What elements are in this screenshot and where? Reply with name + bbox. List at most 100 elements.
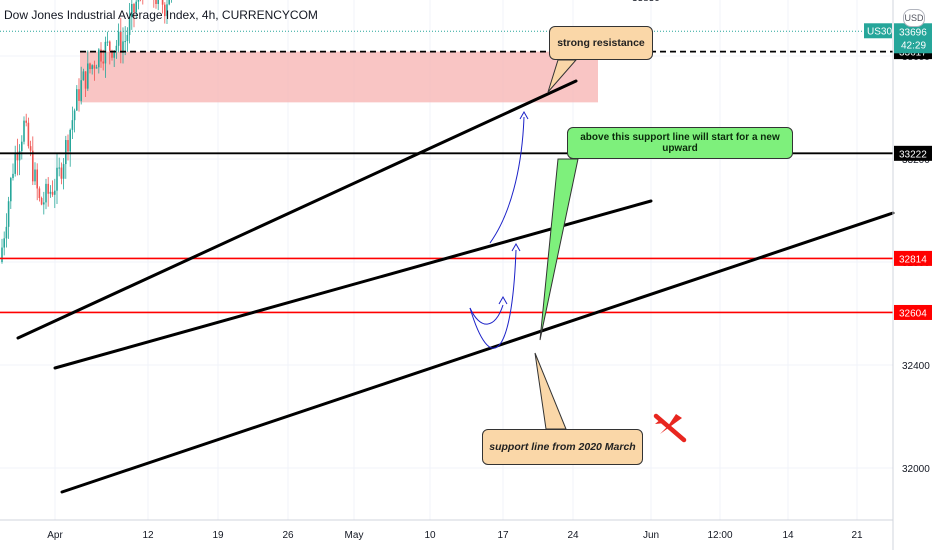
current-price-value: 33696 <box>899 27 927 38</box>
candle-body <box>168 0 170 5</box>
chart-title: Dow Jones Industrial Average Index, 4h, … <box>4 8 318 22</box>
arrow-curve <box>469 249 517 349</box>
candle-body <box>131 4 133 18</box>
candle-body <box>133 4 135 13</box>
candle-body <box>47 183 49 194</box>
candle-body <box>135 1 137 13</box>
trend-line <box>60 211 895 494</box>
arrow-curve <box>489 116 525 244</box>
candle-body <box>98 49 100 68</box>
candle-body <box>91 65 93 70</box>
candle-body <box>87 63 89 89</box>
x-tick-label: 24 <box>567 530 579 541</box>
candle-body <box>23 120 25 142</box>
plane-tail <box>655 419 665 424</box>
symbol-label: US30 <box>867 26 892 37</box>
candle-body <box>65 140 67 165</box>
zone-rect <box>80 51 598 103</box>
level-label: 33830 <box>632 0 660 4</box>
x-tick-label: 19 <box>212 530 224 541</box>
candle-body <box>38 188 41 199</box>
candle-body <box>106 41 109 43</box>
x-tick-label: 26 <box>282 530 294 541</box>
symbol-badge <box>864 23 892 39</box>
candle-body <box>36 169 38 189</box>
callout-strong-resistance: strong resistance <box>549 26 653 60</box>
candle-body <box>76 89 78 111</box>
candle-body <box>56 167 58 191</box>
candles <box>1 0 172 264</box>
x-tick-label: 17 <box>497 530 509 541</box>
candle-body <box>104 41 107 64</box>
candle-body <box>18 150 21 161</box>
candle-body <box>166 4 168 17</box>
candle-body <box>7 201 10 227</box>
candle-body <box>164 4 166 17</box>
candle-body <box>14 153 16 174</box>
pointer-above-support <box>539 158 579 341</box>
candle-body <box>40 198 43 205</box>
arrow-head <box>519 110 529 120</box>
candle-body <box>124 41 126 43</box>
candle-body <box>95 67 98 69</box>
candle-body <box>113 50 115 58</box>
x-tick-label: May <box>345 530 364 541</box>
x-tick-label: 21 <box>851 530 863 541</box>
candle-body <box>12 173 14 179</box>
x-tick-label: 12 <box>142 530 154 541</box>
candle-body <box>161 0 164 5</box>
candle-body <box>126 34 129 42</box>
candle-body <box>29 146 32 151</box>
candle-body <box>69 129 71 152</box>
candle-body <box>89 63 91 70</box>
candle-body <box>78 89 80 101</box>
candle-body <box>102 61 104 64</box>
price-badge-text: 32814 <box>899 254 927 265</box>
candle-body <box>157 0 159 5</box>
candle-body <box>71 120 74 130</box>
candle-body <box>27 122 30 147</box>
x-tick-label: 10 <box>424 530 436 541</box>
candle-body <box>120 31 122 54</box>
price-badge-bg <box>894 304 932 320</box>
trend-line <box>16 79 578 340</box>
candle-body <box>45 183 47 203</box>
candle-body <box>117 31 120 46</box>
candle-body <box>128 17 131 35</box>
candle-body <box>10 178 12 202</box>
y-tick-label: 32400 <box>902 361 930 372</box>
price-badge-text: 32604 <box>899 308 927 319</box>
candle-body <box>58 167 60 169</box>
candle-body <box>82 71 85 81</box>
countdown: 42:29 <box>901 40 926 51</box>
candle-body <box>109 41 111 51</box>
candle-body <box>62 164 65 179</box>
projection-arrows <box>469 110 529 349</box>
x-tick-label: 12:00 <box>707 530 732 541</box>
price-badge-text: 33222 <box>899 149 927 160</box>
candle-body <box>51 191 54 195</box>
candle-body <box>54 190 56 195</box>
callout-support-2020: support line from 2020 March <box>482 429 643 465</box>
candle-body <box>49 191 52 194</box>
candle-body <box>93 65 96 69</box>
candle-body <box>155 0 157 5</box>
airplane-icon <box>653 413 687 443</box>
x-tick-label: 14 <box>782 530 794 541</box>
candle-body <box>60 167 63 179</box>
candle-body <box>100 49 102 62</box>
price-badge-bg <box>894 145 932 161</box>
arrow-head <box>498 295 508 305</box>
callout-above-support: above this support line will start for a… <box>567 127 793 159</box>
x-tick-label: Jun <box>643 530 659 541</box>
currency-badge[interactable]: USD <box>903 9 925 27</box>
candle-body <box>1 247 3 262</box>
arrow-head <box>511 242 521 252</box>
candle-body <box>21 141 23 151</box>
pointer-strong-resistance <box>547 59 578 93</box>
current-price-badge <box>894 23 932 54</box>
support-zone <box>80 51 598 103</box>
candle-body <box>32 150 34 182</box>
